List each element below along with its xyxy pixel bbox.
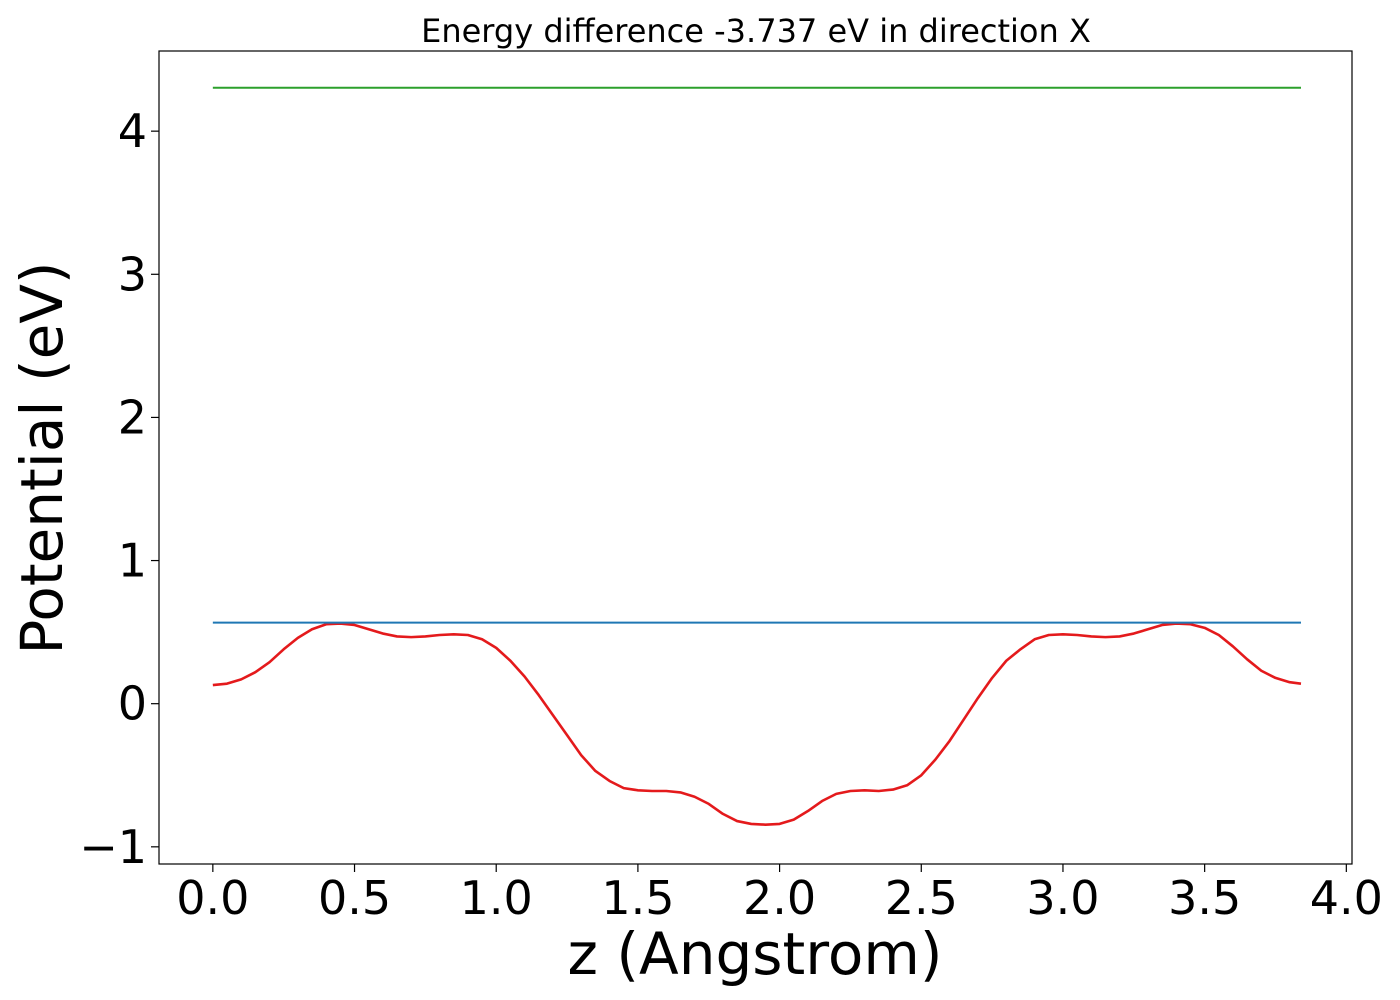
- y-tick-label: 3: [118, 247, 147, 301]
- series-layer: [212, 86, 1302, 826]
- x-tick-label: 4.0: [1310, 871, 1383, 925]
- y-tick-label: 1: [118, 534, 147, 588]
- plot-frame: [158, 50, 1353, 865]
- y-axis-label: Potential (eV): [8, 261, 76, 654]
- x-tick-label: 1.5: [601, 871, 674, 925]
- y-tick-label: 0: [118, 677, 147, 731]
- x-tick-label: 2.0: [743, 871, 816, 925]
- x-axis-label: z (Angstrom): [568, 920, 943, 988]
- x-tick-label: 2.5: [885, 871, 958, 925]
- y-tick-label: 2: [118, 390, 147, 444]
- y-tick-label: −1: [79, 820, 147, 874]
- chart-title: Energy difference -3.737 eV in direction…: [421, 12, 1091, 50]
- x-tick-label: 3.5: [1168, 871, 1241, 925]
- x-tick-label: 0.5: [318, 871, 391, 925]
- series-line-0: [212, 622, 1302, 826]
- x-tick-label: 3.0: [1026, 871, 1099, 925]
- x-axis: 0.0 0.5 1.0 1.5 2.0 2.5 3.0 3.5 4.0: [176, 864, 1383, 925]
- y-tick-label: 4: [118, 104, 147, 158]
- y-axis: −1 0 1 2 3 4: [79, 104, 159, 874]
- x-tick-label: 0.0: [176, 871, 249, 925]
- x-tick-label: 1.0: [460, 871, 533, 925]
